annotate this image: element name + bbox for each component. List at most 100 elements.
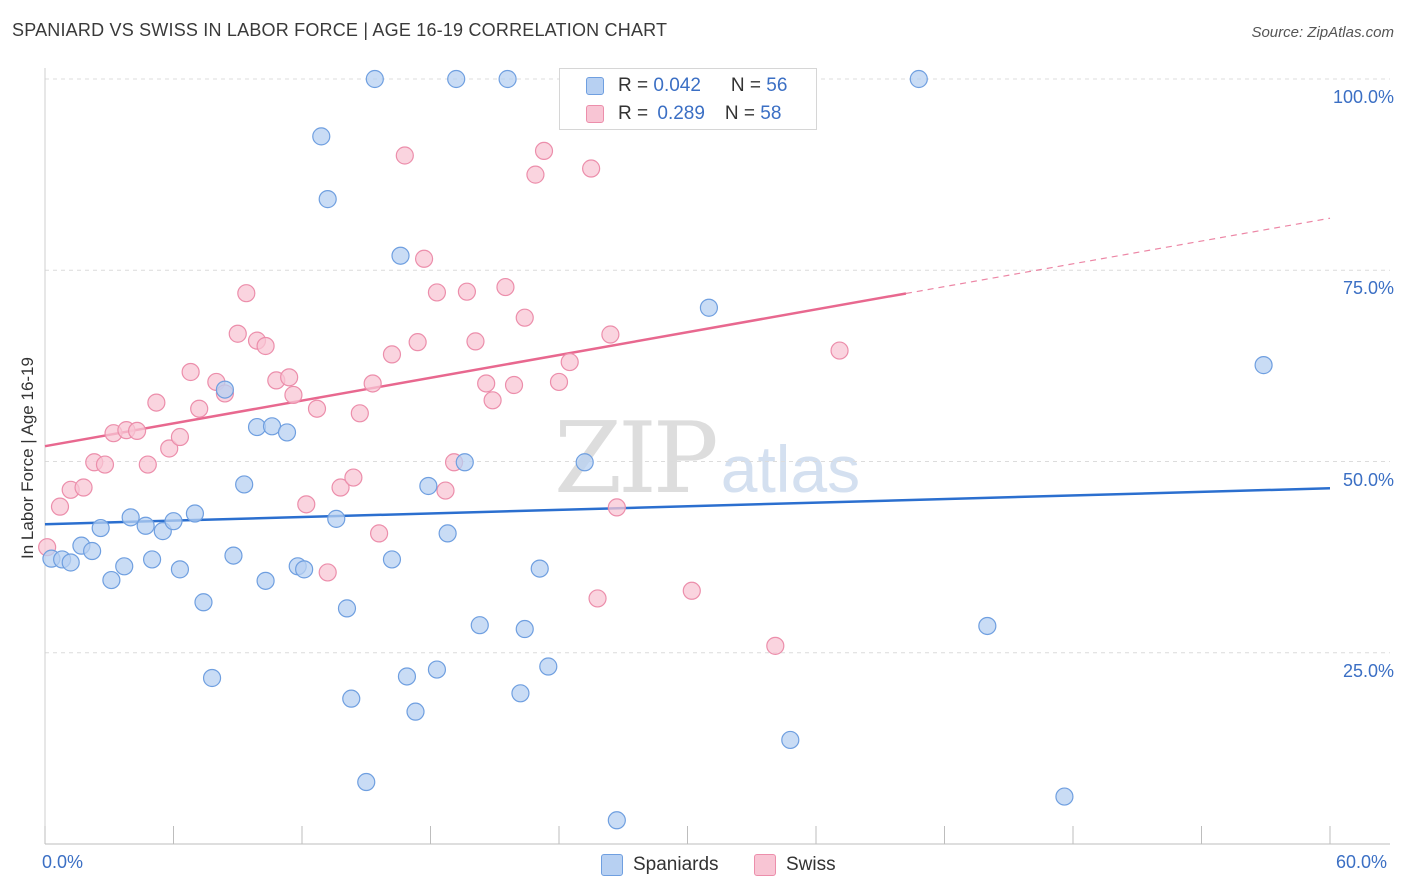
data-point-swiss <box>280 368 299 387</box>
axes <box>44 68 1390 845</box>
spaniards-swatch <box>586 77 604 95</box>
legend-item-swiss[interactable]: Swiss <box>754 852 836 878</box>
data-point-swiss <box>682 581 701 600</box>
data-point-swiss <box>504 375 524 395</box>
data-point-swiss <box>830 341 849 360</box>
stats-legend-row-swiss: R = 0.289 N = 58 <box>586 102 781 126</box>
data-point-spaniards <box>427 660 447 679</box>
data-point-spaniards <box>498 69 517 89</box>
data-point-swiss <box>766 636 785 655</box>
data-point-swiss <box>526 165 545 184</box>
data-point-swiss <box>436 481 455 500</box>
data-point-swiss <box>331 478 350 497</box>
data-point-spaniards <box>142 550 162 569</box>
data-point-spaniards <box>256 571 275 590</box>
legend-item-spaniards[interactable]: Spaniards <box>601 852 719 878</box>
x-tick-label-max: 60.0% <box>1336 852 1388 872</box>
data-point-swiss <box>147 393 166 412</box>
data-point-spaniards <box>164 512 183 531</box>
grid-lines <box>45 78 1390 654</box>
r-value: 0.042 <box>653 75 701 96</box>
data-point-spaniards <box>357 772 376 792</box>
data-point-spaniards <box>470 616 489 635</box>
trend-line-swiss <box>44 292 907 448</box>
data-point-swiss <box>350 404 369 423</box>
data-point-spaniards <box>121 508 140 527</box>
data-point-spaniards <box>1055 787 1074 806</box>
y-tick-label: 100.0% <box>1332 87 1394 107</box>
series-legend: Spaniards Swiss <box>0 852 1406 878</box>
data-point-swiss <box>297 495 316 514</box>
data-point-swiss <box>534 141 554 161</box>
data-point-swiss <box>363 374 382 393</box>
data-point-spaniards <box>575 453 594 472</box>
data-point-swiss <box>256 336 275 356</box>
data-point-swiss <box>284 385 303 405</box>
data-point-spaniards <box>102 570 121 590</box>
data-point-swiss <box>582 159 601 178</box>
data-point-spaniards <box>327 509 346 528</box>
data-point-swiss <box>483 391 502 410</box>
data-point-swiss <box>181 362 200 382</box>
data-point-spaniards <box>419 476 438 496</box>
data-point-swiss <box>515 308 534 327</box>
data-point-spaniards <box>215 380 234 399</box>
data-point-swiss <box>318 563 337 582</box>
data-point-swiss <box>601 325 620 344</box>
data-point-spaniards <box>539 657 558 676</box>
y-tick-label: 50.0% <box>1342 469 1394 490</box>
legend-label: Spaniards <box>633 854 719 875</box>
swiss-swatch <box>586 105 604 123</box>
data-point-spaniards <box>136 516 155 535</box>
source-credit: Source: ZipAtlas.com <box>1251 24 1394 41</box>
data-point-spaniards <box>318 190 337 209</box>
data-point-swiss <box>50 497 70 516</box>
data-point-spaniards <box>170 560 190 579</box>
data-point-spaniards <box>194 593 213 612</box>
r-value: 0.289 <box>657 103 705 124</box>
data-point-spaniards <box>342 689 361 708</box>
n-value: 58 <box>760 103 782 124</box>
data-point-spaniards <box>235 475 254 494</box>
data-point-spaniards <box>224 546 243 565</box>
stats-legend-row-spaniards: R = 0.042 N = 56 <box>586 74 787 98</box>
data-point-spaniards <box>83 541 102 561</box>
data-point-swiss <box>560 352 579 372</box>
data-point-spaniards <box>511 684 530 703</box>
data-point-swiss <box>237 284 256 303</box>
data-point-spaniards <box>699 298 719 317</box>
data-point-spaniards <box>397 667 417 686</box>
data-point-swiss <box>427 283 447 302</box>
data-point-swiss <box>414 249 434 268</box>
data-point-swiss <box>395 146 414 165</box>
data-point-spaniards <box>607 811 626 830</box>
x-tick-label-min: 0.0% <box>42 852 84 872</box>
data-point-spaniards <box>447 69 466 89</box>
data-point-spaniards <box>202 668 222 688</box>
data-point-swiss <box>307 399 327 418</box>
data-point-swiss <box>138 455 157 474</box>
n-label: N = <box>730 75 767 96</box>
data-point-spaniards <box>455 453 474 472</box>
data-point-spaniards <box>382 550 402 569</box>
data-point-swiss <box>496 277 515 297</box>
data-point-swiss <box>382 345 402 364</box>
data-point-swiss <box>477 374 496 393</box>
data-point-spaniards <box>115 557 134 576</box>
data-point-spaniards <box>781 730 800 750</box>
data-point-swiss <box>607 498 626 517</box>
data-point-swiss <box>408 333 427 352</box>
data-point-spaniards <box>185 504 205 523</box>
n-value: 56 <box>766 75 788 96</box>
data-point-swiss <box>95 455 115 474</box>
data-point-swiss <box>127 421 147 440</box>
data-point-swiss <box>370 524 389 543</box>
data-point-swiss <box>190 399 209 418</box>
data-point-spaniards <box>277 423 297 442</box>
data-point-spaniards <box>365 69 384 89</box>
r-label: R = <box>618 75 654 96</box>
data-point-swiss <box>466 332 485 351</box>
data-point-swiss <box>160 439 179 458</box>
trend-line-extension-swiss <box>905 217 1331 295</box>
